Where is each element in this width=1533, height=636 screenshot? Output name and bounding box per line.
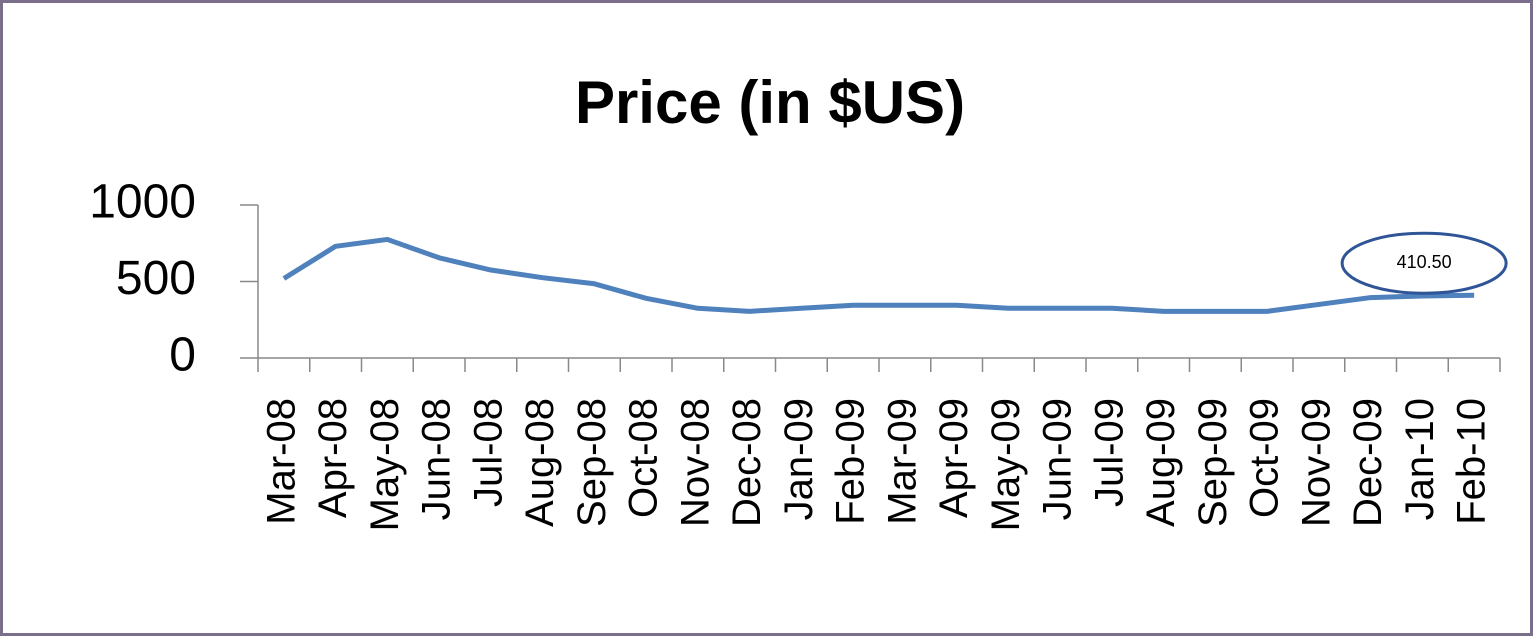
x-tick-label: May-09 xyxy=(984,398,1028,531)
chart-title: Price (in $US) xyxy=(575,69,965,136)
x-tick-label: Aug-09 xyxy=(1139,398,1183,527)
x-tick-label: Jan-10 xyxy=(1398,398,1442,520)
x-tick-label: Jul-08 xyxy=(466,398,510,507)
x-tick-label: Apr-09 xyxy=(932,398,976,518)
annotation-ellipse xyxy=(1340,231,1508,295)
x-tick-label: Aug-08 xyxy=(518,398,562,527)
x-tick-label: Nov-08 xyxy=(673,398,717,527)
x-tick-label: Feb-10 xyxy=(1450,398,1494,525)
x-tick-label: Mar-08 xyxy=(259,398,303,525)
x-tick-label: Feb-09 xyxy=(829,398,873,525)
x-tick-label: Mar-09 xyxy=(880,398,924,525)
x-tick-label: Apr-08 xyxy=(311,398,355,518)
data-label: 410.50 xyxy=(1397,252,1452,272)
x-tick-label: Oct-09 xyxy=(1243,398,1287,518)
x-tick-label: Sep-08 xyxy=(570,398,614,527)
y-tick-label: 500 xyxy=(116,252,196,305)
y-tick-label: 0 xyxy=(169,329,196,382)
x-tick-label: Nov-09 xyxy=(1294,398,1338,527)
x-tick-label: Jan-09 xyxy=(777,398,821,520)
line-series xyxy=(282,236,1475,314)
x-tick-label: Sep-09 xyxy=(1191,398,1235,527)
x-tick-label: Jul-09 xyxy=(1087,398,1131,507)
x-tick-label: May-08 xyxy=(363,398,407,531)
x-tick-label: Dec-09 xyxy=(1346,398,1390,527)
x-tick-label: Jun-09 xyxy=(1036,398,1080,520)
x-tick-label: Dec-08 xyxy=(725,398,769,527)
x-tick-label: Oct-08 xyxy=(622,398,666,518)
x-tick-label: Jun-08 xyxy=(415,398,459,520)
y-tick-label: 1000 xyxy=(89,176,196,229)
